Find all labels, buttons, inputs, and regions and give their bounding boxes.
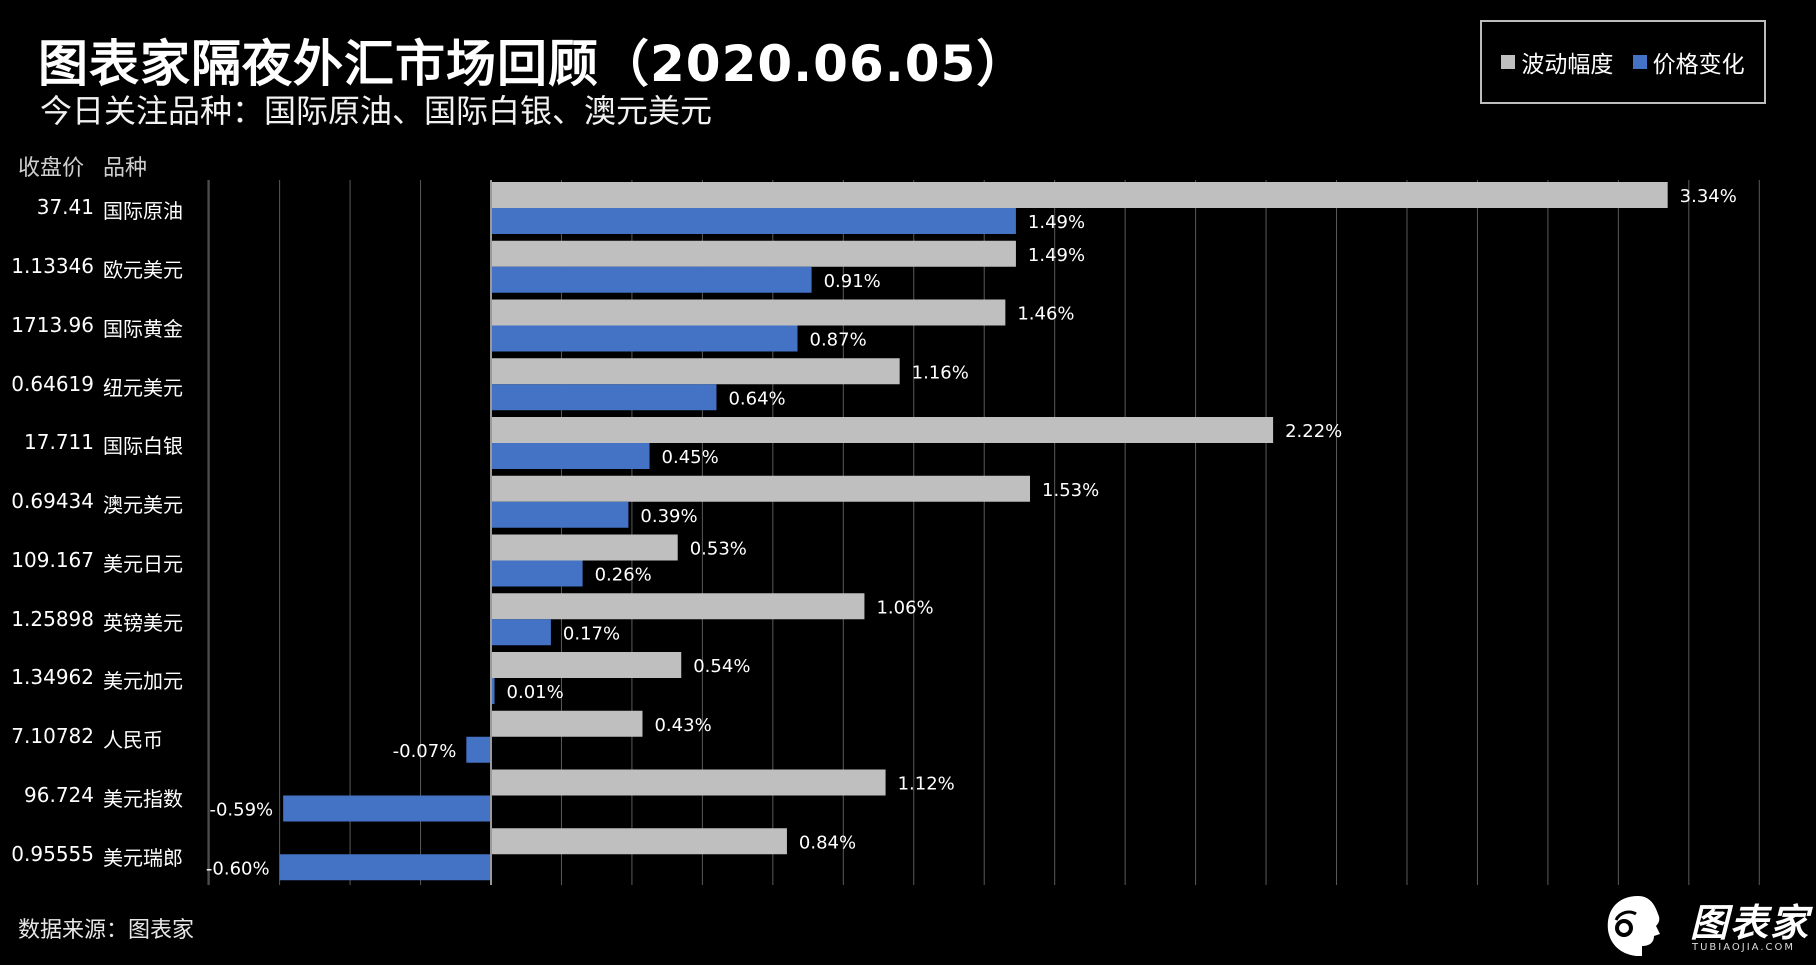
data-label-price-change: 0.87% (810, 330, 867, 351)
row-price: 0.69434 (11, 489, 94, 514)
data-label-price-change: -0.60% (206, 858, 270, 879)
data-label-volatility: 0.84% (799, 832, 856, 853)
bar-price-change (491, 678, 495, 704)
data-label-volatility: 0.53% (690, 539, 747, 560)
bar-volatility (491, 240, 1016, 267)
row-name: 纽元美元 (103, 375, 183, 400)
legend-swatch-price-change (1632, 55, 1647, 69)
row-name: 澳元美元 (103, 493, 183, 518)
row-name: 美元指数 (103, 786, 183, 811)
page-title: 图表家隔夜外汇市场回顾（2020.06.05） (38, 35, 1028, 93)
page-subtitle: 今日关注品种：国际原油、国际白银、澳元美元 (40, 92, 713, 130)
legend-item-volatility: 波动幅度 (1501, 45, 1613, 79)
bar-price-change (491, 619, 551, 646)
data-label-price-change: -0.59% (209, 800, 273, 821)
logo-text: 图表家 (1690, 901, 1811, 945)
data-label-price-change: 0.45% (662, 447, 719, 468)
legend-label-volatility: 波动幅度 (1521, 52, 1614, 78)
data-label-price-change: 0.39% (640, 506, 697, 527)
row-name: 人民币 (103, 728, 163, 753)
price-column-header: 收盘价 (18, 156, 85, 181)
row-name: 国际黄金 (103, 316, 183, 341)
data-label-price-change: 0.01% (507, 682, 564, 703)
row-price: 1.25898 (11, 606, 94, 631)
row-price: 1713.96 (11, 312, 94, 337)
bar-volatility (491, 299, 1006, 326)
legend-label-price-change: 价格变化 (1652, 52, 1745, 78)
bar-volatility (491, 652, 682, 678)
logo: 图表家 TUBIAOJIA.COM (1602, 888, 1808, 960)
bar-price-change (279, 854, 491, 881)
bar-volatility (491, 710, 643, 737)
data-label-volatility: 1.49% (1028, 245, 1085, 266)
data-source: 数据来源：图表家 (18, 918, 195, 943)
data-label-volatility: 0.43% (654, 715, 711, 736)
bar-price-change (283, 795, 491, 822)
data-label-price-change: 1.49% (1028, 212, 1085, 233)
data-label-volatility: 2.22% (1285, 421, 1342, 442)
bar-price-change (491, 501, 629, 528)
row-price: 0.95555 (11, 841, 94, 866)
bar-volatility (491, 182, 1668, 208)
row-price: 17.711 (24, 430, 94, 455)
bar-price-change (466, 736, 491, 763)
data-label-volatility: 1.53% (1042, 480, 1099, 501)
data-label-volatility: 3.34% (1680, 186, 1737, 207)
bar-volatility (491, 828, 787, 855)
data-label-price-change: -0.07% (393, 741, 457, 762)
bar-volatility (491, 534, 678, 561)
row-name: 美元瑞郎 (103, 845, 183, 870)
logo-icon (1607, 896, 1660, 956)
chart-legend: 波动幅度 价格变化 (1480, 20, 1766, 104)
data-label-volatility: 0.54% (693, 656, 750, 677)
data-label-price-change: 0.64% (728, 388, 785, 409)
data-label-volatility: 1.16% (912, 362, 969, 383)
row-price: 0.64619 (11, 371, 94, 396)
row-name: 美元加元 (103, 669, 183, 694)
logo-subtext: TUBIAOJIA.COM (1692, 942, 1795, 953)
bar-price-change (491, 208, 1016, 234)
bar-price-change (491, 384, 717, 411)
bar-volatility (491, 769, 886, 796)
row-price: 96.724 (24, 782, 94, 807)
row-price: 1.13346 (11, 254, 94, 279)
bar-volatility (491, 593, 865, 620)
bar-volatility (491, 417, 1274, 443)
legend-swatch-volatility (1501, 55, 1516, 69)
bar-price-change (491, 266, 812, 293)
data-label-volatility: 1.06% (876, 597, 933, 618)
row-name: 美元日元 (103, 551, 183, 576)
bar-price-change (491, 560, 583, 587)
row-price: 1.34962 (11, 665, 94, 690)
data-label-volatility: 1.46% (1017, 304, 1074, 325)
row-price: 37.41 (36, 195, 94, 220)
name-column-header: 品种 (103, 156, 148, 181)
bar-price-change (491, 443, 650, 469)
row-price: 7.10782 (11, 724, 94, 749)
row-name: 国际白银 (103, 434, 183, 459)
data-label-volatility: 1.12% (898, 774, 955, 795)
data-label-price-change: 0.91% (824, 271, 881, 292)
row-name: 英镑美元 (103, 610, 183, 635)
row-name: 国际原油 (103, 199, 183, 224)
data-label-price-change: 0.17% (563, 623, 620, 644)
data-label-price-change: 0.26% (595, 565, 652, 586)
bar-volatility (491, 475, 1031, 502)
row-price: 109.167 (11, 547, 94, 572)
bar-volatility (491, 358, 900, 385)
row-name: 欧元美元 (103, 258, 183, 283)
legend-item-price-change: 价格变化 (1632, 45, 1745, 79)
bar-price-change (491, 325, 798, 352)
